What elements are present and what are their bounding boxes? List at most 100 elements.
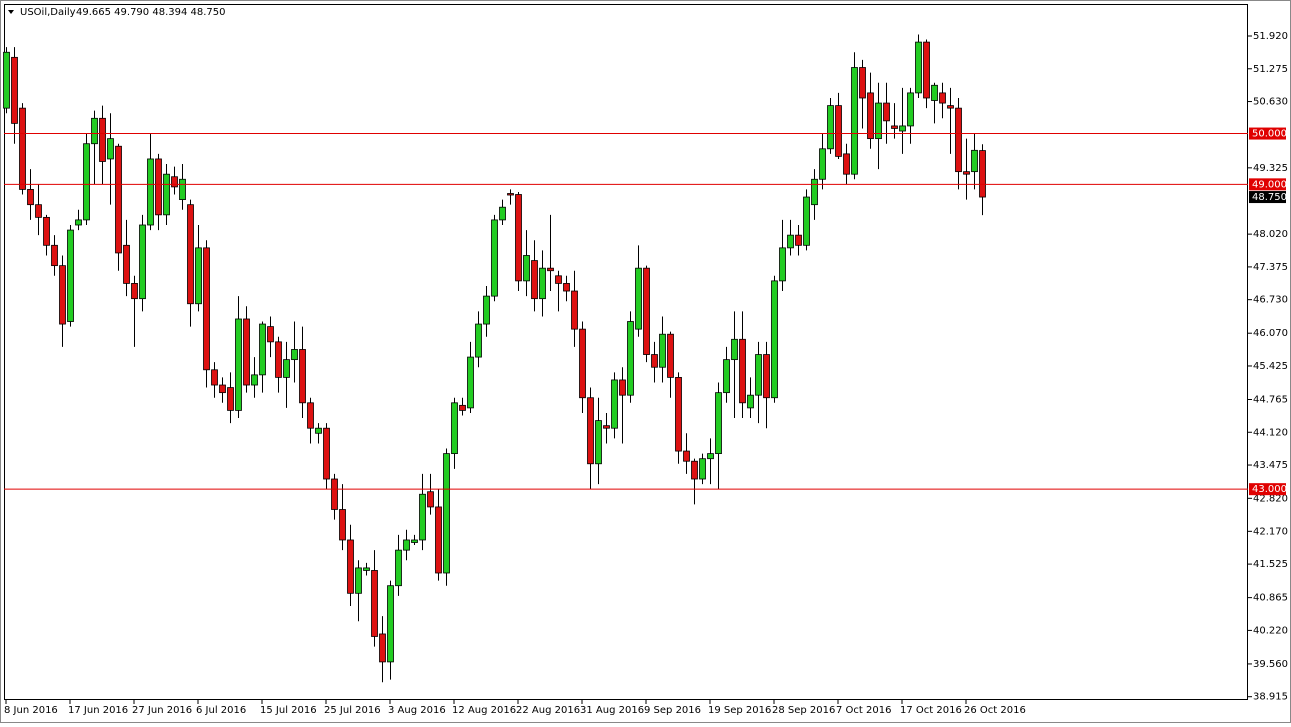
candle-body: [875, 102, 882, 140]
candle-body: [483, 295, 490, 325]
candle-body: [171, 176, 178, 188]
level-label-box: [1249, 127, 1286, 140]
candle-body: [739, 338, 746, 404]
candle-body: [363, 567, 370, 571]
candle-body: [619, 379, 626, 396]
x-tick-label: 12 Aug 2016: [452, 705, 516, 716]
candle-body: [291, 349, 298, 361]
candle-body: [419, 493, 426, 541]
candle-body: [395, 549, 402, 587]
candle-body: [67, 229, 74, 322]
candle-body: [851, 67, 858, 175]
candle-body: [563, 283, 570, 292]
candle-body: [811, 178, 818, 206]
candle-body: [403, 539, 410, 551]
candle-body: [715, 392, 722, 455]
candle-body: [571, 290, 578, 330]
candle-body: [779, 247, 786, 282]
candle-body: [627, 321, 634, 396]
x-tick-label: 27 Jun 2016: [132, 705, 192, 716]
level-label-box: [1249, 178, 1286, 191]
candle-body: [131, 283, 138, 300]
candle-body: [923, 41, 930, 99]
candle-body: [75, 219, 82, 226]
y-tick-label: 51.920: [1253, 31, 1288, 42]
candle-body: [283, 359, 290, 378]
candle-body: [51, 244, 58, 267]
chart-subtitle: 49.665 49.790 48.394 48.750: [76, 7, 226, 18]
candle-body: [899, 125, 906, 132]
candle-body: [675, 377, 682, 452]
candle-body: [259, 323, 266, 376]
y-tick-label: 46.070: [1253, 328, 1288, 339]
y-tick-label: 38.915: [1253, 692, 1288, 703]
candle-body: [475, 323, 482, 358]
candle-body: [947, 105, 954, 109]
candle-body: [331, 478, 338, 510]
candle-body: [83, 143, 90, 221]
candle-body: [915, 41, 922, 94]
candle-body: [971, 149, 978, 173]
candle-body: [275, 341, 282, 378]
candle-body: [595, 420, 602, 465]
y-tick-label: 43.475: [1253, 460, 1288, 471]
candle-body: [91, 117, 98, 145]
candle-body: [195, 247, 202, 305]
x-tick-label: 15 Jul 2016: [260, 705, 317, 716]
candle-body: [227, 387, 234, 411]
y-tick-label: 44.765: [1253, 395, 1288, 406]
level-label: 49.000: [1252, 179, 1287, 190]
last-price-box: [1249, 191, 1286, 204]
x-tick-label: 8 Jun 2016: [4, 705, 58, 716]
candle-body: [139, 224, 146, 300]
candle-body: [691, 460, 698, 480]
candle-body: [955, 107, 962, 173]
candle-body: [803, 196, 810, 246]
candle-body: [931, 84, 938, 101]
candle-body: [579, 328, 586, 399]
candle-body: [211, 369, 218, 386]
x-tick-label: 17 Jun 2016: [68, 705, 128, 716]
x-tick-label: 28 Sep 2016: [772, 705, 835, 716]
candle-body: [267, 326, 274, 343]
candle-body: [443, 453, 450, 574]
y-tick-label: 40.220: [1253, 625, 1288, 636]
candle-body: [235, 318, 242, 411]
candle-body: [299, 349, 306, 404]
x-tick-label: 17 Oct 2016: [900, 705, 962, 716]
candle-body: [179, 178, 186, 200]
candle-body: [307, 402, 314, 429]
last-price-label: 48.750: [1252, 192, 1287, 203]
candle-body: [323, 427, 330, 480]
candle-body: [867, 92, 874, 140]
candle-body: [155, 158, 162, 216]
candle-body: [315, 427, 322, 434]
candle-body: [835, 105, 842, 157]
candle-body: [435, 506, 442, 574]
candle-body: [707, 453, 714, 460]
y-tick-label: 47.375: [1253, 262, 1288, 273]
candle-body: [659, 333, 666, 368]
candle-body: [219, 384, 226, 394]
candle-body: [603, 425, 610, 429]
candle-body: [163, 173, 170, 216]
candle-body: [635, 267, 642, 330]
candle-body: [587, 397, 594, 465]
candle-body: [883, 102, 890, 122]
candle-body: [491, 219, 498, 297]
candle-body: [27, 189, 34, 206]
menu-arrow: [8, 10, 14, 14]
candle-body: [539, 267, 546, 300]
candle-body: [115, 145, 122, 254]
candle-body: [683, 450, 690, 462]
x-tick-label: 22 Aug 2016: [516, 705, 580, 716]
candle-body: [347, 539, 354, 594]
candle-body: [459, 404, 466, 411]
candle-body: [35, 204, 42, 218]
chart-title: USOil,Daily: [20, 7, 76, 18]
candle-body: [531, 260, 538, 300]
candle-body: [339, 509, 346, 541]
